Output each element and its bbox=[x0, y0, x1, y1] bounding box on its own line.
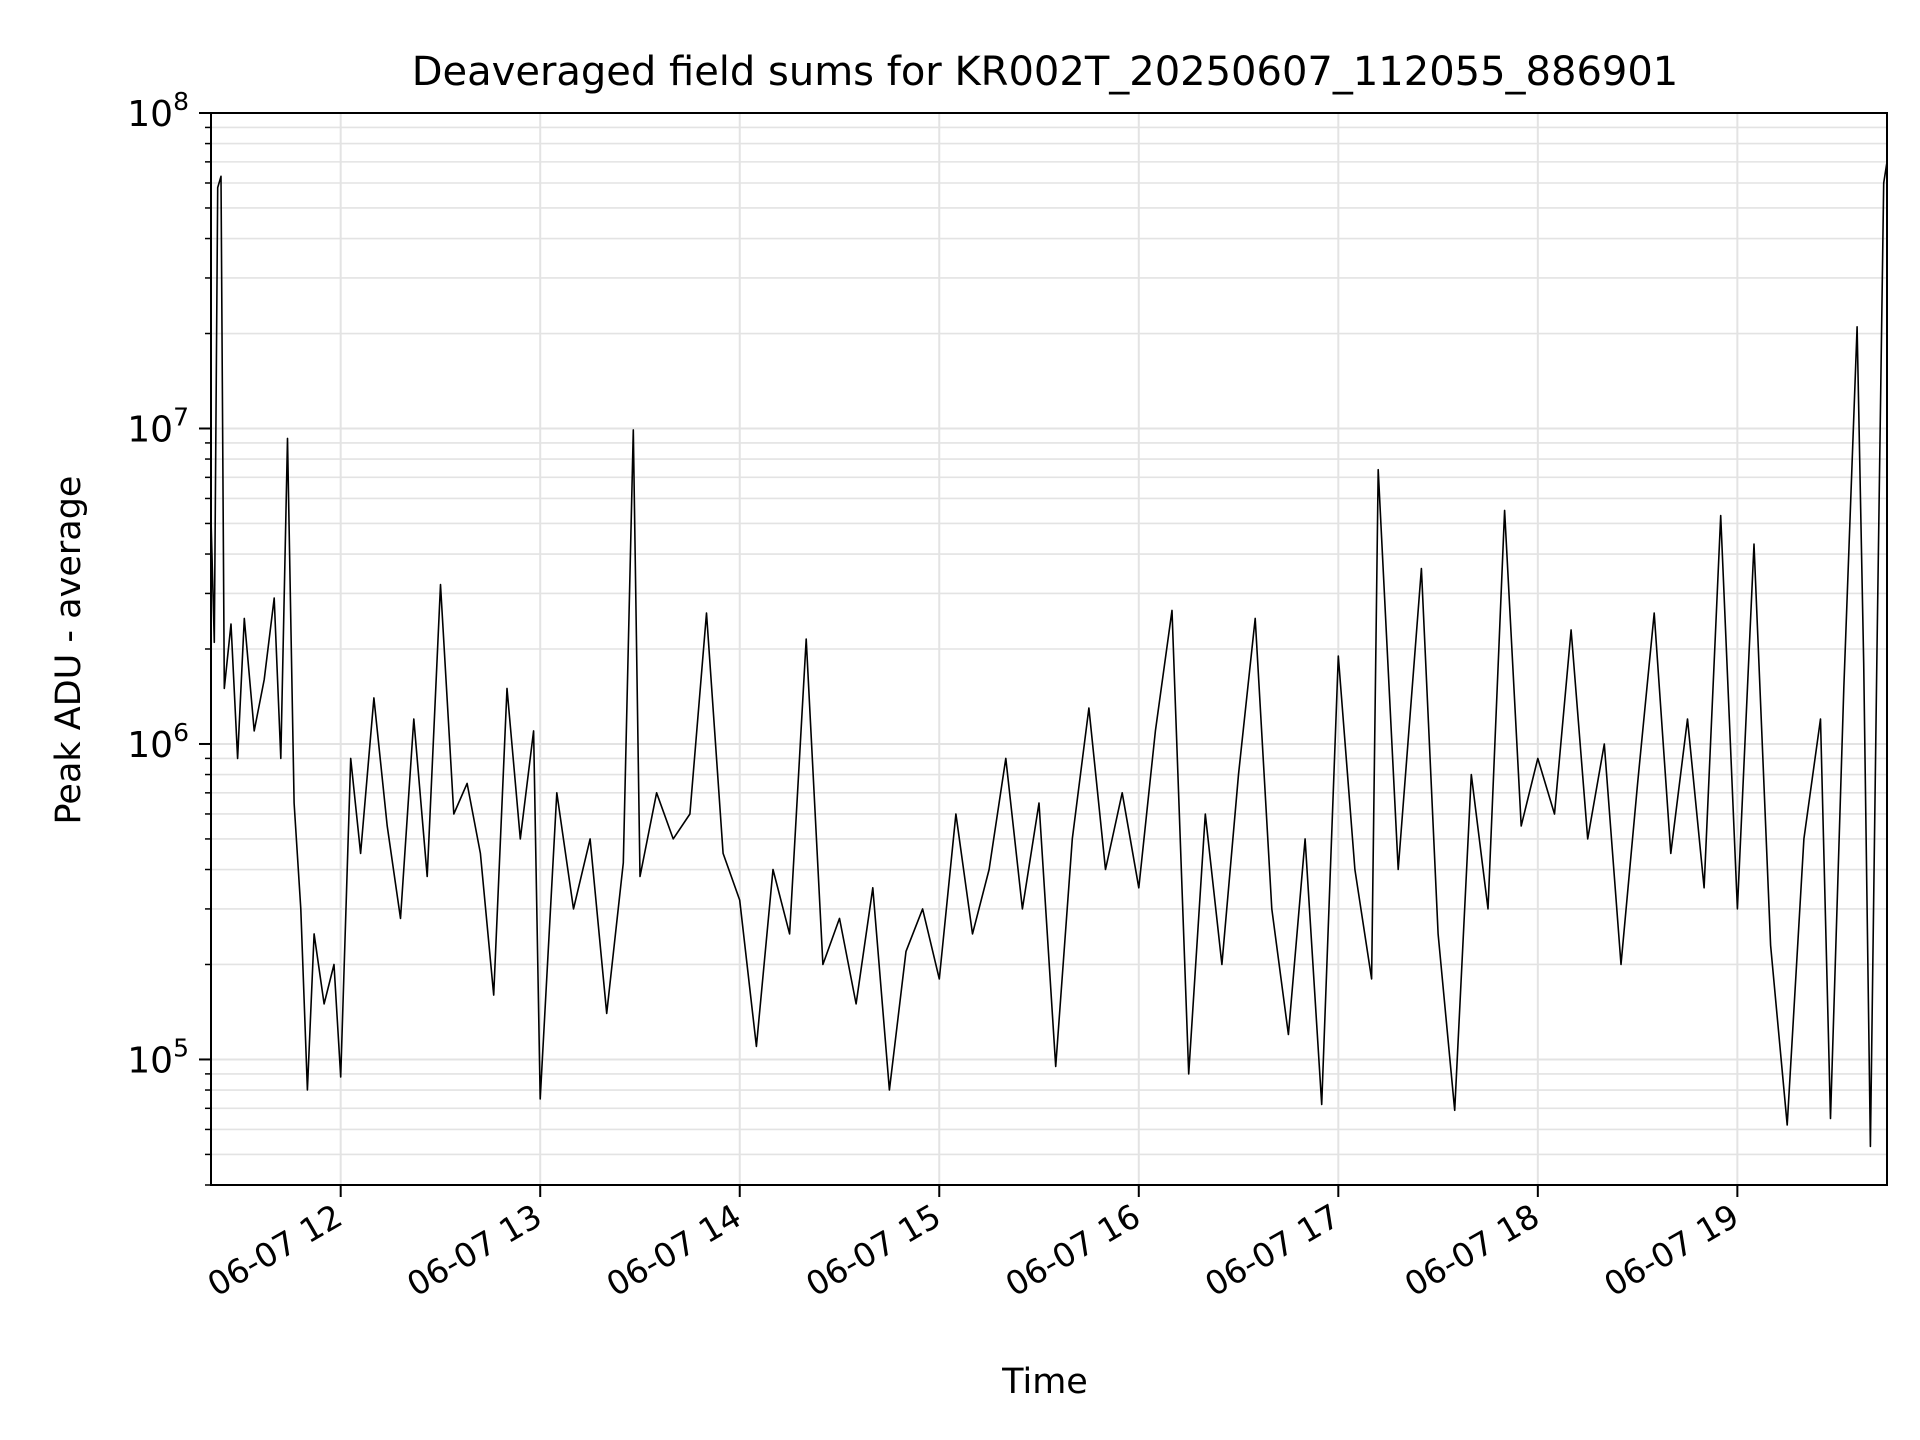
series-group bbox=[210, 161, 1888, 1148]
y-axis: 105 106 107 108 bbox=[127, 87, 211, 1186]
chart-title: Deaveraged field sums for KR002T_2025060… bbox=[412, 49, 1679, 95]
y-tick-label: 105 bbox=[127, 1033, 189, 1081]
grid bbox=[211, 112, 1887, 1186]
x-axis-label: Time bbox=[1001, 1362, 1088, 1402]
series-line bbox=[210, 161, 1888, 1148]
y-axis-label: Peak ADU - average bbox=[49, 476, 89, 825]
y-tick-label: 107 bbox=[127, 402, 189, 450]
y-tick-label: 106 bbox=[127, 718, 189, 766]
y-tick-label: 108 bbox=[127, 87, 189, 135]
